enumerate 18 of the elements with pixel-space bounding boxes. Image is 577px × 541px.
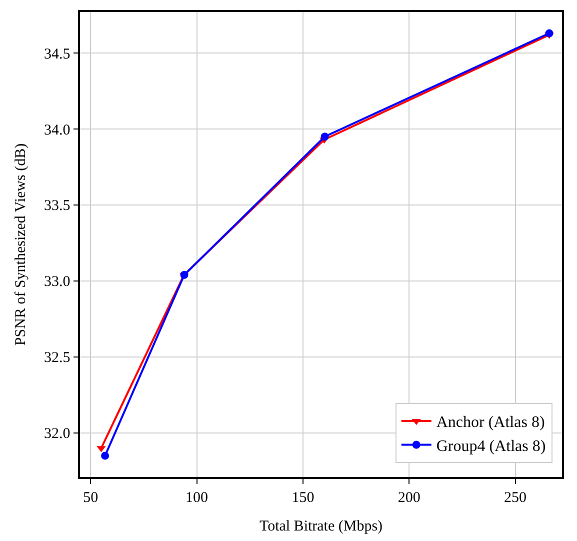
point [101, 452, 110, 460]
y-axis-title: PSNR of Synthesized Views (dB) [12, 143, 29, 346]
y-tick-label: 33.5 [44, 198, 70, 214]
x-tick-label: 250 [504, 490, 527, 506]
x-tick-label: 200 [398, 490, 420, 506]
x-tick-label: 50 [83, 490, 98, 506]
y-tick-label: 32.0 [44, 426, 70, 442]
legend-label: Anchor (Atlas 8) [436, 414, 545, 432]
x-tick-label: 150 [292, 490, 314, 506]
y-tick-label: 34.5 [44, 46, 70, 62]
point [320, 132, 329, 141]
y-tick-label: 33.0 [44, 274, 70, 290]
legend-label: Group4 (Atlas 8) [436, 438, 546, 455]
x-tick-label: 100 [186, 490, 208, 506]
y-tick-label: 32.5 [44, 350, 70, 366]
y-tick-label: 34.0 [44, 122, 70, 138]
point [545, 29, 554, 38]
x-axis-title: Total Bitrate (Mbps) [259, 518, 383, 534]
